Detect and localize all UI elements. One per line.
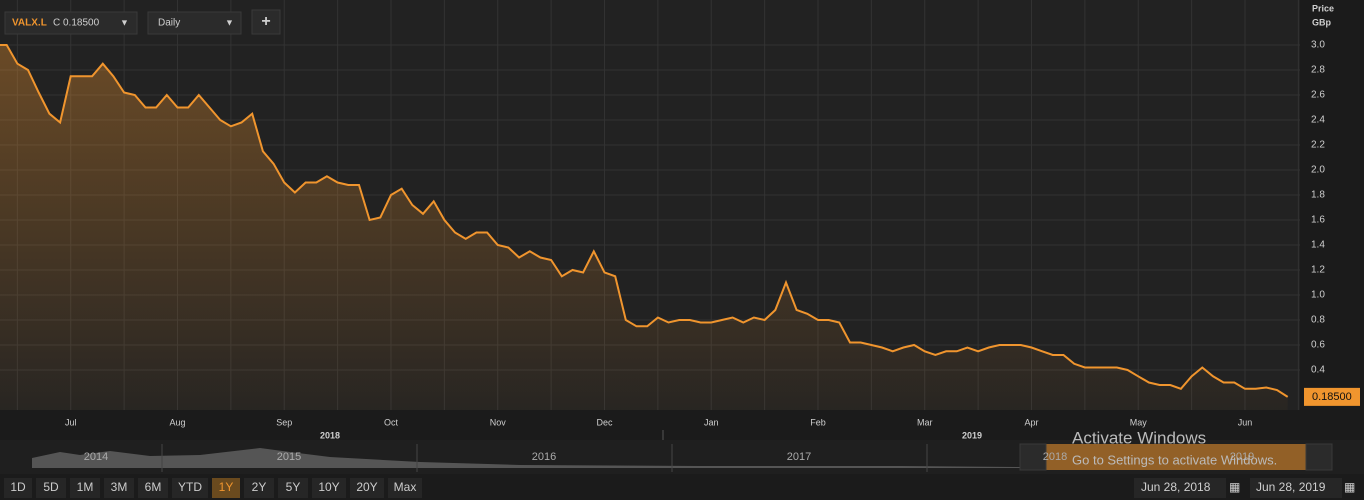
range-label: 1M <box>77 480 94 494</box>
navigator-year: 2014 <box>84 451 108 463</box>
navigator-year: 2018 <box>1043 451 1067 463</box>
x-tick-label: Apr <box>1024 417 1038 427</box>
y-tick-label: 2.0 <box>1311 165 1325 176</box>
navigator-handle[interactable] <box>1305 443 1333 471</box>
range-button[interactable] <box>212 478 240 498</box>
navigator-year: 2017 <box>787 451 811 463</box>
y-tick-label: 1.2 <box>1311 265 1325 276</box>
range-label: 2Y <box>252 480 267 494</box>
range-button[interactable] <box>104 478 134 498</box>
x-tick-label: Aug <box>169 417 185 427</box>
range-label: YTD <box>178 480 202 494</box>
navigator-year: 2016 <box>532 451 556 463</box>
range-button[interactable] <box>278 478 308 498</box>
add-button[interactable] <box>251 9 281 35</box>
calendar-icon[interactable]: ▦ <box>1344 480 1355 494</box>
navigator-selection[interactable] <box>1030 444 1320 470</box>
area <box>0 45 1288 410</box>
y-tick-label: 2.4 <box>1311 115 1325 126</box>
add-label: + <box>261 13 270 30</box>
interval: Daily <box>158 18 180 29</box>
range-button[interactable] <box>4 478 32 498</box>
axis-unit: GBp <box>1312 17 1332 27</box>
range-button[interactable] <box>70 478 100 498</box>
range-label: Max <box>394 480 417 494</box>
dropdown-arrow: ▼ <box>225 17 234 27</box>
navigator-year: 2019 <box>1230 451 1254 463</box>
x-tick-label: Jun <box>1238 417 1253 427</box>
range-button[interactable] <box>350 478 384 498</box>
axis-title: Price <box>1312 3 1334 13</box>
range-button[interactable] <box>388 478 422 498</box>
last-value-box <box>1304 387 1360 406</box>
y-tick-label: 3.0 <box>1311 40 1325 51</box>
y-tick-label: 1.8 <box>1311 190 1325 201</box>
end-date: Jun 28, 2019 <box>1256 480 1326 494</box>
range-button[interactable] <box>138 478 168 498</box>
x-tick-label: Feb <box>810 417 826 427</box>
watermark-subtitle: Go to Settings to activate Windows. <box>1072 452 1277 467</box>
y-tick-label: 1.6 <box>1311 215 1325 226</box>
y-tick-label: 0.6 <box>1311 340 1325 351</box>
watermark-title: Activate Windows <box>1072 428 1206 447</box>
range-label: 10Y <box>318 480 339 494</box>
symbol-box[interactable] <box>4 11 138 35</box>
dropdown-arrow: ▼ <box>120 17 129 27</box>
year-label: 2019 <box>962 430 982 440</box>
calendar-icon[interactable]: ▦ <box>1229 480 1240 494</box>
interval-box[interactable] <box>147 11 242 35</box>
range-label: 1Y <box>219 480 234 494</box>
range-label: 1D <box>10 480 26 494</box>
y-tick-label: 1.4 <box>1311 240 1325 251</box>
y-tick-label: 2.6 <box>1311 90 1325 101</box>
axis-area <box>1300 0 1364 440</box>
quote: C 0.18500 <box>53 18 100 29</box>
range-label: 5Y <box>286 480 301 494</box>
y-tick-label: 2.8 <box>1311 65 1325 76</box>
navigator-year: 2015 <box>277 451 301 463</box>
range-button[interactable] <box>36 478 66 498</box>
x-tick-label: Mar <box>917 417 933 427</box>
symbol: VALX.L <box>12 18 47 29</box>
range-label: 5D <box>43 480 59 494</box>
y-tick-label: 2.2 <box>1311 140 1325 151</box>
x-tick-label: Sep <box>276 417 292 427</box>
y-tick-label: 1.0 <box>1311 290 1325 301</box>
x-tick-label: Nov <box>490 417 507 427</box>
price-line <box>0 44 1289 398</box>
x-tick-label: Jul <box>65 417 77 427</box>
x-tick-label: May <box>1130 417 1148 427</box>
x-tick-label: Dec <box>596 417 613 427</box>
date-box[interactable] <box>1250 478 1342 498</box>
date-box[interactable] <box>1134 478 1226 498</box>
range-label: 3M <box>111 480 128 494</box>
start-date: Jun 28, 2018 <box>1141 480 1211 494</box>
y-tick-label: 0.4 <box>1311 365 1325 376</box>
x-tick-label: Oct <box>384 417 399 427</box>
range-button[interactable] <box>312 478 346 498</box>
navigator-shape <box>32 448 1020 468</box>
range-button[interactable] <box>244 478 274 498</box>
range-label: 20Y <box>356 480 377 494</box>
x-tick-label: Jan <box>704 417 719 427</box>
last-value-label: 0.18500 <box>1312 391 1352 403</box>
range-button[interactable] <box>172 478 208 498</box>
range-label: 6M <box>145 480 162 494</box>
year-label: 2018 <box>320 430 340 440</box>
y-tick-label: 0.8 <box>1311 315 1325 326</box>
navigator-handle[interactable] <box>1019 443 1047 471</box>
